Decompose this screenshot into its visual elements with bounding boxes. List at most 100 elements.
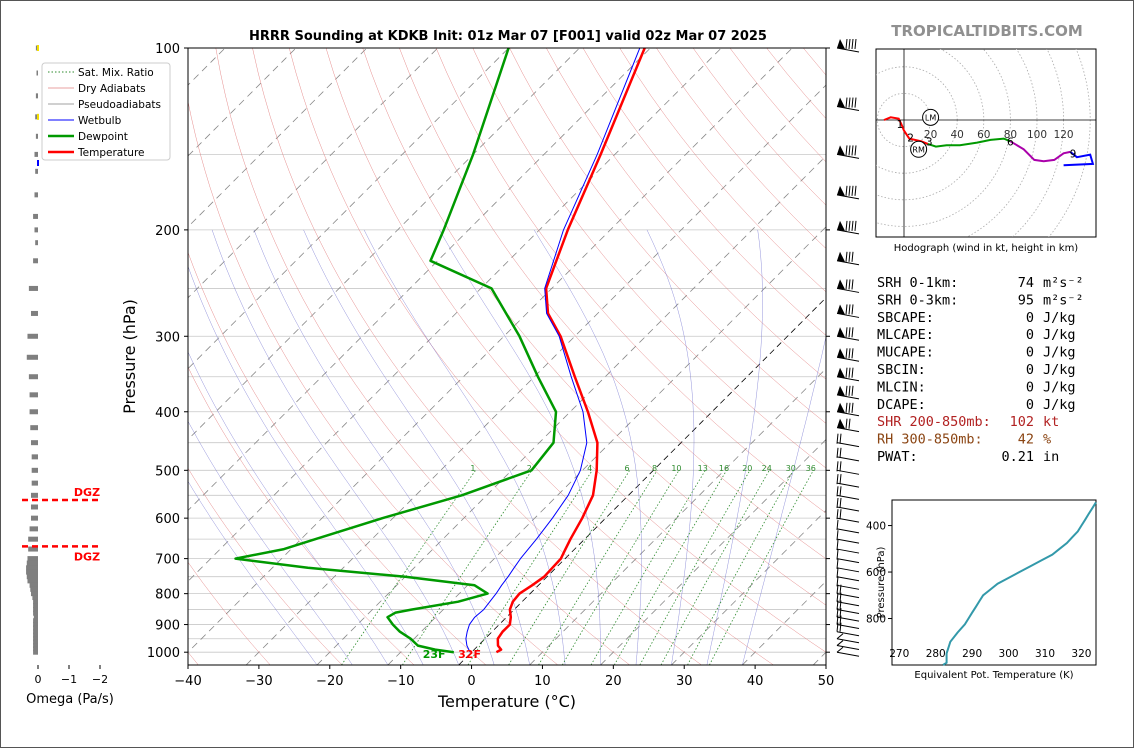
dry-adiabat: [509, 48, 826, 424]
barb-staff: [836, 356, 860, 362]
barb-feather: [851, 279, 854, 290]
omega-bar: [30, 515, 38, 521]
mixing-ratio-label: 10: [671, 464, 681, 473]
thetae-xlabel: Equivalent Pot. Temperature (K): [914, 670, 1073, 681]
omega-bar: [35, 114, 38, 120]
barb-staff: [836, 494, 860, 500]
hodo-caption: Hodograph (wind in kt, height in km): [894, 243, 1079, 254]
x-tick-label: 20: [605, 674, 622, 689]
index-label: SRH 0-3km:: [877, 292, 958, 308]
barb-flag: [837, 97, 845, 108]
dry-adiabat: [188, 561, 271, 665]
index-label: PWAT:: [877, 449, 918, 465]
omega-bar: [26, 560, 38, 566]
mixing-ratio-label: 8: [652, 464, 657, 473]
omega-bar: [33, 614, 38, 620]
surface-temp-label: 32F: [458, 648, 481, 661]
barb-staff: [836, 651, 860, 657]
index-unit: in: [1043, 449, 1059, 465]
barb-feather: [845, 279, 848, 290]
index-value: 102: [1010, 414, 1034, 430]
barb-feather: [851, 367, 854, 378]
isotherm-line: [316, 155, 826, 665]
index-value: 74: [1018, 275, 1034, 291]
y-axis-label: Pressure (hPa): [120, 299, 139, 414]
surface-temp-label: 23F: [423, 648, 446, 661]
x-axis-label: Temperature (°C): [437, 692, 576, 711]
omega-bar: [35, 240, 38, 246]
barb-feather: [848, 97, 851, 108]
wind-barb: [836, 304, 860, 318]
hodo-segment: [1063, 151, 1095, 167]
barb-staff: [836, 576, 860, 582]
barb-feather: [848, 327, 851, 338]
barb-flag: [837, 418, 845, 429]
skew-plot-area: [188, 48, 826, 665]
thetae-xtick-label: 310: [1035, 648, 1055, 660]
barb-flag: [837, 327, 845, 338]
barb-feather: [836, 540, 839, 551]
thetae-ytick-label: 400: [866, 521, 886, 533]
barb-feather: [839, 615, 842, 625]
moist-adiabat: [188, 351, 389, 665]
wind-barb: [836, 251, 860, 266]
hodo-segment: [927, 137, 1011, 148]
mixing-ratio-label: 36: [806, 464, 816, 473]
wind-barb: [836, 549, 860, 564]
dry-adiabat: [188, 251, 487, 665]
barb-feather: [851, 385, 854, 396]
barb-staff: [836, 517, 860, 523]
barb-feather: [845, 385, 848, 396]
wind-barb: [836, 385, 860, 400]
barb-staff: [836, 229, 860, 235]
omega-bar: [34, 192, 38, 198]
omega-bar: [30, 591, 38, 597]
skew-frame: [187, 47, 827, 666]
moist-adiabat: [253, 229, 495, 665]
barb-flag: [837, 385, 845, 396]
barb-staff: [836, 645, 860, 651]
barb-feather: [848, 220, 851, 231]
x-tick-label: −20: [316, 674, 343, 689]
dry-adiabat: [215, 48, 630, 665]
isotherm-line: [188, 48, 651, 511]
wind-barb: [836, 461, 860, 475]
omega-bar: [32, 595, 38, 601]
dry-adiabat: [362, 48, 826, 606]
mixing-ratio-label: 4: [587, 464, 592, 473]
index-value: 0: [1026, 310, 1034, 326]
index-value: 0.21: [1001, 449, 1034, 465]
omega-bar: [29, 526, 38, 532]
x-tick-label: 50: [818, 674, 835, 689]
omega-marker: [37, 45, 39, 51]
index-unit: J/kg: [1043, 345, 1076, 361]
omega-bar: [33, 625, 38, 631]
barb-flag: [837, 251, 845, 262]
barb-feather: [839, 497, 842, 509]
dgz-label: DGZ: [74, 486, 100, 499]
omega-bar: [33, 629, 38, 635]
omega-bar: [33, 618, 38, 624]
barb-staff: [836, 482, 860, 488]
barb-feather: [851, 38, 854, 50]
mixing-ratio-label: 2: [527, 464, 532, 473]
wind-barb: [836, 185, 860, 200]
wind-barbs: [836, 38, 860, 657]
hodo-ring-label: 120: [1054, 129, 1074, 141]
hodograph-panel: 20 40 60 80 100 120 12 3 6 9 LM RM Hodograph (wind i…: [875, 48, 1097, 254]
y-tick-label: 400: [155, 406, 180, 421]
x-tick-label: 0: [467, 674, 475, 689]
barb-feather: [845, 220, 848, 231]
y-tick-label: 300: [155, 330, 180, 345]
barb-feather: [839, 584, 842, 594]
barb-feather: [854, 38, 857, 50]
omega-bar: [28, 374, 38, 380]
thetae-line: [942, 501, 1097, 666]
barb-feather: [845, 251, 848, 262]
moist-adiabat: [363, 229, 566, 665]
barb-flag: [837, 279, 845, 290]
index-label: SBCIN:: [877, 362, 926, 378]
barb-feather: [845, 327, 848, 338]
omega-bar: [35, 93, 38, 99]
moist-adiabat: [188, 265, 424, 665]
